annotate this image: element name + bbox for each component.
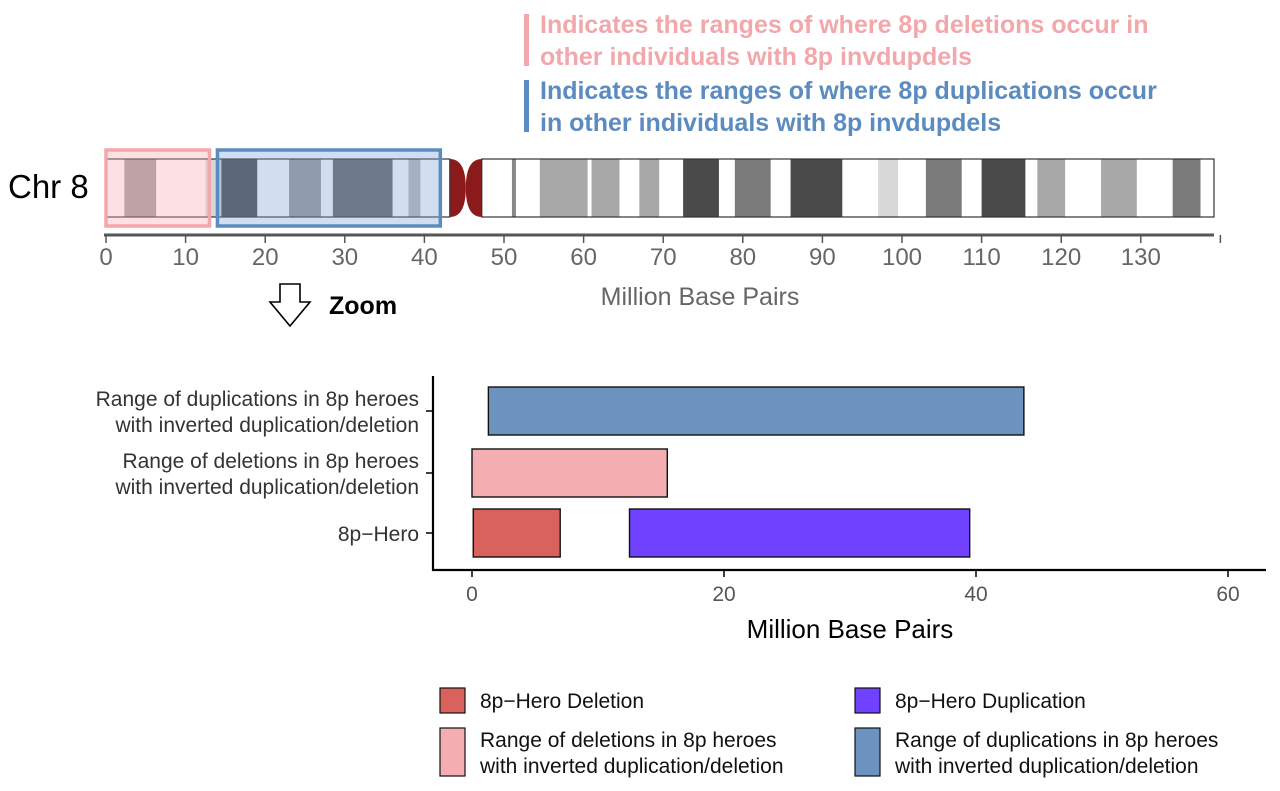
legend-label: 8p−Hero Deletion — [480, 690, 644, 713]
bar — [487, 386, 1025, 436]
ideogram-tick-label: 10 — [172, 244, 199, 271]
duplication-note-line2: in other individuals with 8p invdupdels — [540, 109, 1001, 137]
ideogram-tick-label: 70 — [650, 244, 677, 271]
legend-swatch — [854, 727, 881, 777]
deletion-note-marker — [524, 14, 529, 66]
category-label: Range of duplications in 8p heroes — [96, 388, 419, 411]
p-arm — [106, 159, 454, 217]
duplication-note-line1: Indicates the ranges of where 8p duplica… — [540, 77, 1157, 105]
ideogram-tick-label: 80 — [729, 244, 756, 271]
chromosome-label: Chr 8 — [8, 168, 89, 205]
ideogram-tick-label: 120 — [1041, 244, 1081, 271]
ideogram-tick-label: 20 — [252, 244, 279, 271]
legend-swatch — [439, 687, 466, 714]
legend-label: Range of deletions in 8p heroes — [480, 729, 777, 752]
category-label: 8p−Hero — [338, 523, 419, 546]
chromosome-band — [289, 159, 321, 217]
ideogram-tick-label: 40 — [411, 244, 438, 271]
chromosome-band — [639, 159, 660, 217]
chromosome-band — [683, 159, 719, 217]
legend-swatch — [439, 727, 466, 777]
chromosome-band — [734, 159, 771, 217]
bar — [472, 508, 561, 558]
ideogram-tick-label: 130 — [1121, 244, 1161, 271]
x-tick-label: 0 — [466, 583, 478, 606]
centromere-right — [465, 159, 482, 217]
ideogram-tick-label: 110 — [962, 244, 1000, 271]
bar — [628, 508, 971, 558]
zoom-arrow-icon — [268, 283, 312, 328]
ideogram-tick-label: 50 — [491, 244, 518, 271]
chromosome-band — [925, 159, 962, 217]
ideogram-tick-label: 60 — [570, 244, 597, 271]
legend-label: Range of duplications in 8p heroes — [895, 729, 1218, 752]
ideogram-tick-label: 90 — [809, 244, 836, 271]
legend-swatch — [854, 687, 881, 714]
legend-label: with inverted duplication/deletion — [479, 755, 784, 778]
chromosome-band — [124, 159, 157, 217]
ideogram-tick-label: 0 — [99, 244, 112, 271]
chromosome-band — [408, 159, 421, 217]
zoom-chart: Range of duplications in 8p heroes with i… — [96, 376, 1266, 606]
legend-label: with inverted duplication/deletion — [894, 755, 1199, 778]
x-tick-label: 40 — [964, 583, 987, 606]
chromosome-band — [511, 159, 516, 217]
chromosome-ideogram — [104, 148, 1215, 228]
chromosome-band — [1101, 159, 1137, 217]
chromosome-band — [591, 159, 620, 217]
deletion-note-line2: other individuals with 8p invdupdels — [540, 43, 972, 71]
ideogram-tick-label: 30 — [331, 244, 358, 271]
category-label: Range of deletions in 8p heroes — [122, 450, 419, 473]
q-arm-outline — [481, 158, 1215, 218]
deletion-note-line1: Indicates the ranges of where 8p deletio… — [540, 11, 1148, 39]
x-axis-title: Million Base Pairs — [747, 614, 954, 644]
ideogram-tick-label: 100 — [882, 244, 922, 271]
x-tick-label: 60 — [1216, 583, 1239, 606]
chromosome-band — [332, 159, 393, 217]
chromosome-band — [1037, 159, 1066, 217]
chromosome-band — [1172, 159, 1201, 217]
chromosome-band — [981, 159, 1026, 217]
chromosome-band — [221, 159, 258, 217]
legend-label: 8p−Hero Duplication — [895, 690, 1086, 713]
x-tick-label: 20 — [712, 583, 735, 606]
chromosome-band — [539, 159, 588, 217]
centromere-left — [449, 159, 466, 217]
duplication-range-box — [215, 148, 443, 228]
bar — [471, 448, 669, 498]
duplication-note-marker — [524, 80, 529, 132]
zoom-label: Zoom — [329, 292, 397, 320]
ideogram-axis-title: Million Base Pairs — [601, 283, 800, 311]
deletion-range-box — [104, 148, 212, 228]
chromosome-band — [878, 159, 899, 217]
ideogram-axis: 0 10 20 30 40 50 60 70 80 90 100 110 120 130 — [99, 233, 1222, 271]
category-label: with inverted duplication/deletion — [114, 476, 419, 499]
legend: 8p−Hero Deletion 8p−Hero Duplication Range… — [439, 687, 1218, 778]
category-label: with inverted duplication/deletion — [114, 414, 419, 437]
chromosome-band — [790, 159, 843, 217]
